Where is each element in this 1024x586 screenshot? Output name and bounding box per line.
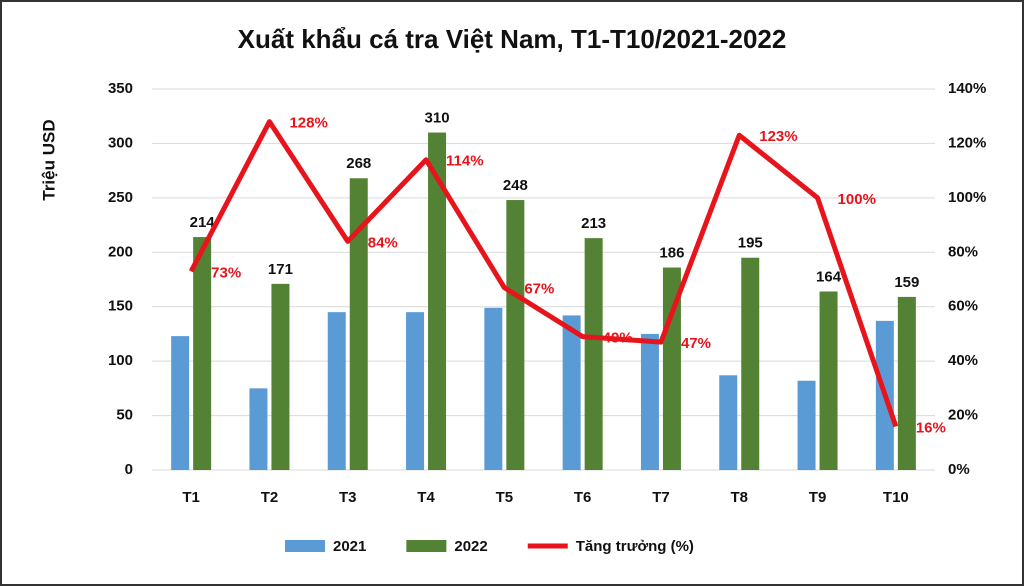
data-label: 100% bbox=[838, 191, 876, 208]
data-label: 128% bbox=[289, 115, 327, 132]
bar bbox=[327, 312, 346, 470]
data-label: 171 bbox=[268, 261, 293, 278]
data-label: 214 bbox=[190, 214, 216, 231]
data-label: 310 bbox=[425, 110, 450, 127]
legend-label: 2022 bbox=[454, 538, 487, 555]
bar bbox=[562, 315, 581, 470]
y-tick-label: 350 bbox=[108, 80, 133, 97]
data-label: 73% bbox=[211, 264, 241, 281]
data-label: 114% bbox=[446, 153, 484, 170]
data-label: 164 bbox=[816, 268, 842, 285]
bar bbox=[271, 283, 290, 470]
x-tick-label: T6 bbox=[574, 489, 592, 506]
bar bbox=[406, 312, 425, 470]
y2-tick-label: 100% bbox=[948, 189, 986, 206]
x-tick-label: T2 bbox=[261, 489, 279, 506]
bar bbox=[484, 307, 503, 470]
bar bbox=[819, 291, 838, 470]
legend-label: 2021 bbox=[333, 538, 366, 555]
bar bbox=[797, 380, 816, 470]
data-label: 47% bbox=[681, 335, 711, 352]
x-tick-label: T7 bbox=[652, 489, 670, 506]
legend-swatch bbox=[285, 540, 325, 552]
bar bbox=[719, 375, 738, 470]
x-tick-label: T4 bbox=[417, 489, 435, 506]
y-tick-label: 250 bbox=[108, 189, 133, 206]
bar bbox=[741, 257, 760, 470]
data-label: 84% bbox=[368, 234, 398, 251]
data-label: 67% bbox=[524, 281, 554, 298]
data-label: 248 bbox=[503, 177, 528, 194]
chart-title: Xuất khẩu cá tra Việt Nam, T1-T10/2021-2… bbox=[238, 24, 787, 54]
data-label: 16% bbox=[916, 419, 946, 436]
y2-tick-label: 20% bbox=[948, 407, 978, 424]
data-label: 159 bbox=[894, 274, 919, 291]
line bbox=[188, 119, 899, 428]
bar bbox=[171, 336, 190, 470]
bar bbox=[506, 200, 525, 470]
y-tick-label: 100 bbox=[108, 352, 133, 369]
y2-tick-label: 60% bbox=[948, 298, 978, 315]
y2-tick-label: 80% bbox=[948, 243, 978, 260]
bar bbox=[584, 238, 603, 470]
bar bbox=[640, 333, 659, 470]
bar bbox=[428, 132, 447, 471]
y-tick-label: 200 bbox=[108, 243, 133, 260]
y2-tick-label: 120% bbox=[948, 134, 986, 151]
y-axis-label: Triệu USD bbox=[39, 119, 58, 200]
bar bbox=[193, 237, 212, 470]
data-label: 213 bbox=[581, 215, 606, 232]
data-label: 123% bbox=[759, 128, 797, 145]
data-label: 195 bbox=[738, 235, 763, 252]
x-tick-label: T8 bbox=[730, 489, 748, 506]
bar bbox=[349, 178, 368, 470]
x-tick-label: T9 bbox=[809, 489, 827, 506]
x-tick-label: T10 bbox=[883, 489, 909, 506]
data-label: 186 bbox=[659, 244, 684, 261]
y2-tick-label: 140% bbox=[948, 80, 986, 97]
data-label: 49% bbox=[603, 330, 633, 347]
x-tick-label: T1 bbox=[182, 489, 200, 506]
legend-swatch bbox=[406, 540, 447, 552]
x-tick-label: T3 bbox=[339, 489, 357, 506]
y-tick-label: 0 bbox=[125, 461, 133, 478]
bar bbox=[897, 296, 916, 470]
y-tick-label: 150 bbox=[108, 298, 133, 315]
x-tick-label: T5 bbox=[496, 489, 514, 506]
legend-label: Tăng trưởng (%) bbox=[576, 538, 694, 555]
bar bbox=[249, 388, 268, 470]
y2-tick-label: 0% bbox=[948, 461, 970, 478]
y-tick-label: 300 bbox=[108, 134, 133, 151]
y-tick-label: 50 bbox=[116, 407, 133, 424]
y2-tick-label: 40% bbox=[948, 352, 978, 369]
data-label: 268 bbox=[346, 155, 371, 172]
